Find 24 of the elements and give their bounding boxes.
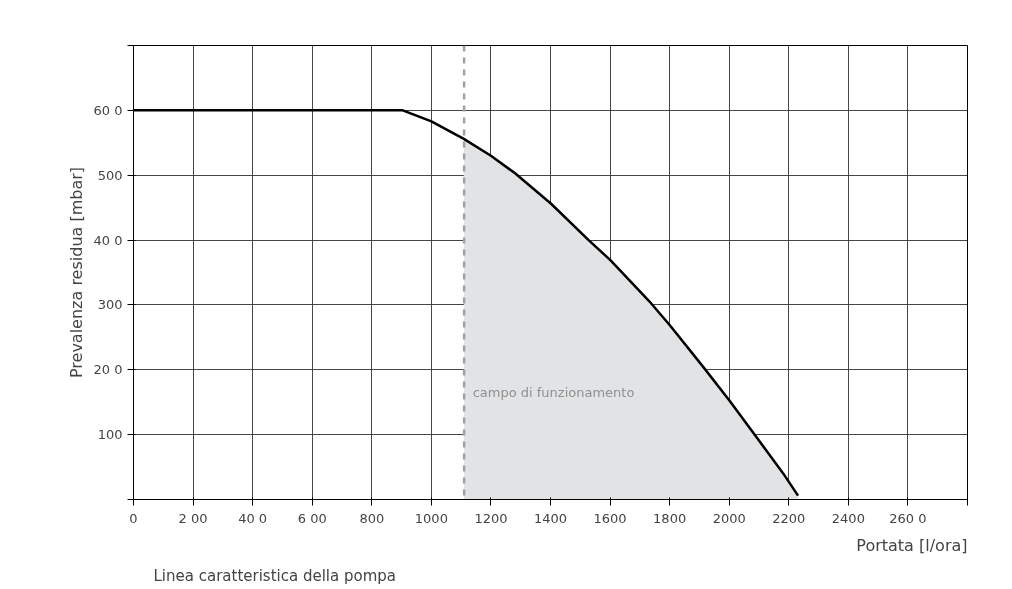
x-tick-label: 1400 xyxy=(533,510,568,526)
x-tick-label: 260 0 xyxy=(889,510,927,526)
x-tick-label: 6 00 xyxy=(297,510,327,526)
x-tick-label: 2200 xyxy=(772,510,806,526)
y-tick-label: 20 0 xyxy=(93,362,123,378)
y-tick-label: 60 0 xyxy=(93,102,123,118)
x-tick-label: 2 00 xyxy=(178,510,208,526)
x-tick-label: 0 xyxy=(129,510,138,526)
x-tick-label: 40 0 xyxy=(238,510,268,526)
x-tick-label: 800 xyxy=(359,510,385,526)
x-tick-label: 1800 xyxy=(653,510,687,526)
y-axis-title: Prevalenza residua [mbar] xyxy=(66,166,86,379)
x-tick-label: 1000 xyxy=(414,510,448,526)
x-tick-label: 2000 xyxy=(712,510,746,526)
y-tick-label: 40 0 xyxy=(93,232,123,248)
annotation: campo di funzionamento xyxy=(472,384,635,400)
x-tick-label: 2400 xyxy=(831,510,865,526)
y-tick-label: 500 xyxy=(97,167,123,183)
text: Linea caratteristica della pompa xyxy=(153,566,396,585)
x-axis-title: Portata [l/ora] xyxy=(856,535,968,555)
y-tick-label: 100 xyxy=(97,427,123,443)
y-tick-label: 300 xyxy=(97,297,123,313)
x-tick-label: 1600 xyxy=(593,510,627,526)
x-tick-label: 1200 xyxy=(474,510,508,526)
